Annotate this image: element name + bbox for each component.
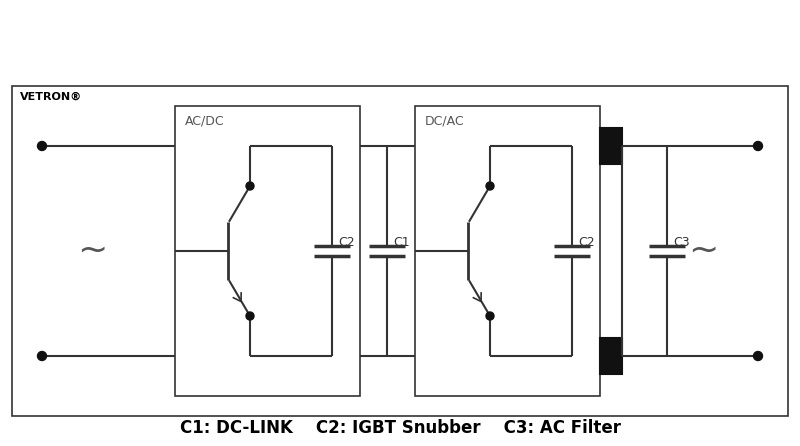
Circle shape: [754, 141, 762, 150]
Bar: [415, 106, 600, 396]
Text: C3: C3: [673, 236, 690, 249]
Circle shape: [486, 312, 494, 320]
Text: C1: DC-LINK    C2: IGBT Snubber    C3: AC Filter: C1: DC-LINK C2: IGBT Snubber C3: AC Filt…: [179, 419, 621, 437]
Text: DC/AC: DC/AC: [425, 114, 465, 127]
Circle shape: [38, 141, 46, 150]
Bar: [600, 338, 622, 374]
Text: C1: C1: [393, 236, 410, 249]
Bar: [600, 128, 622, 164]
Text: ~: ~: [688, 234, 718, 268]
Circle shape: [486, 182, 494, 190]
Bar: [12, 86, 788, 416]
Bar: [175, 106, 360, 396]
Text: ~: ~: [77, 234, 107, 268]
Text: C2: C2: [338, 236, 354, 249]
Text: VETRON®: VETRON®: [20, 92, 82, 102]
Text: C2: C2: [578, 236, 594, 249]
Text: AC/DC: AC/DC: [185, 114, 225, 127]
Circle shape: [38, 351, 46, 360]
Circle shape: [246, 182, 254, 190]
Circle shape: [246, 312, 254, 320]
Circle shape: [754, 351, 762, 360]
